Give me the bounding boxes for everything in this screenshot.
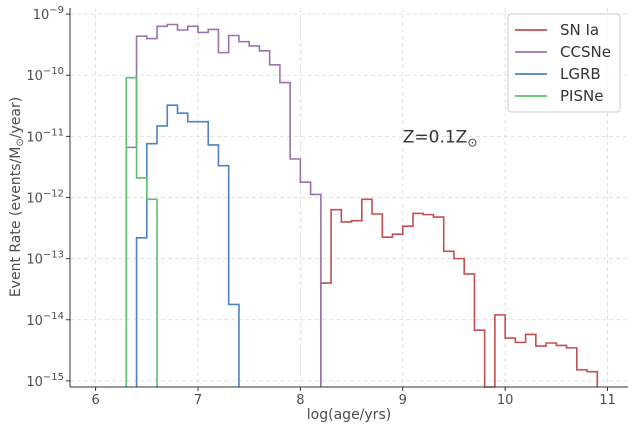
x-tick-label: 10 xyxy=(497,393,514,408)
series-lgrb-line xyxy=(135,104,240,387)
y-tick-base: 10 xyxy=(26,69,43,84)
series-pisne-line xyxy=(125,76,158,387)
y-tick-exponent: −10 xyxy=(43,66,64,77)
x-axis-label: log(age/yrs) xyxy=(307,407,391,423)
x-tick-label: 7 xyxy=(194,393,202,408)
y-tick-base: 10 xyxy=(26,375,43,390)
y-tick-base: 10 xyxy=(26,314,43,329)
y-axis-label: Event Rate (events/M⊙/year) xyxy=(8,97,26,297)
annotation-sub: ⊙ xyxy=(467,135,477,149)
annotation-pre: Z=0.1Z xyxy=(403,127,468,147)
legend-label-ccsne: CCSNe xyxy=(560,43,611,61)
legend-label-lgrb: LGRB xyxy=(560,65,601,83)
y-tick-exponent: −14 xyxy=(43,311,64,322)
y-tick-label: 10−14 xyxy=(26,311,64,329)
y-tick-base: 10 xyxy=(26,253,43,268)
y-tick-exponent: −11 xyxy=(43,127,64,138)
series-sn-ia-line xyxy=(320,198,599,388)
legend: SN Ia CCSNe LGRB PISNe xyxy=(507,13,621,113)
y-tick-label: 10−12 xyxy=(26,189,64,207)
legend-label-pisne: PISNe xyxy=(560,87,603,105)
y-tick-label: 10−11 xyxy=(26,127,64,145)
y-axis-label-sub: ⊙ xyxy=(15,138,26,146)
x-tick-label: 6 xyxy=(91,393,99,408)
series-layer xyxy=(125,23,599,388)
y-tick-base: 10 xyxy=(26,130,43,145)
y-tick-label: 10−15 xyxy=(26,372,64,390)
legend-label-sn-ia: SN Ia xyxy=(560,21,599,39)
y-tick-exponent: −12 xyxy=(43,189,64,200)
y-tick-exponent: −15 xyxy=(43,372,64,383)
y-tick-exponent: −13 xyxy=(43,250,64,261)
y-tick-label: 10−9 xyxy=(33,5,64,23)
x-ticks: 6 7 8 9 10 11 xyxy=(91,387,616,408)
y-tick-label: 10−10 xyxy=(26,66,64,84)
x-tick-label: 11 xyxy=(599,393,616,408)
series-ccsne-line xyxy=(125,23,322,387)
y-tick-exponent: −9 xyxy=(49,5,64,16)
x-tick-label: 8 xyxy=(296,393,304,408)
y-tick-label: 10−13 xyxy=(26,250,64,268)
x-tick-label: 9 xyxy=(399,393,407,408)
y-axis-label-post: /year) xyxy=(8,97,24,138)
legend-box xyxy=(507,13,621,113)
y-tick-base: 10 xyxy=(26,192,43,207)
metallicity-annotation: Z=0.1Z⊙ xyxy=(403,127,478,149)
y-tick-base: 10 xyxy=(33,8,50,23)
y-axis-label-pre: Event Rate (events/M xyxy=(8,147,24,298)
